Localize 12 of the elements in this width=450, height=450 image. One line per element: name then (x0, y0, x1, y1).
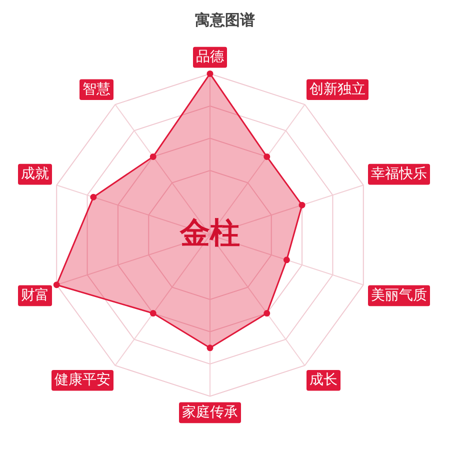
text: 金柱 (179, 216, 240, 251)
spoke-label: 健康平安 (54, 372, 110, 388)
chart-title: 寓意图谱 (195, 10, 255, 29)
spoke-label: 财富 (21, 287, 49, 304)
spoke-label: 家庭传承 (182, 404, 238, 420)
spoke-label: 品德 (196, 48, 224, 65)
spoke-label: 成长 (310, 372, 338, 388)
spoke-label: 成就 (21, 166, 49, 182)
spoke-label: 美丽气质 (371, 287, 427, 304)
spoke-label: 智慧 (82, 81, 110, 98)
spoke-label: 幸福快乐 (371, 166, 427, 182)
spoke-label: 创新独立 (310, 81, 366, 98)
